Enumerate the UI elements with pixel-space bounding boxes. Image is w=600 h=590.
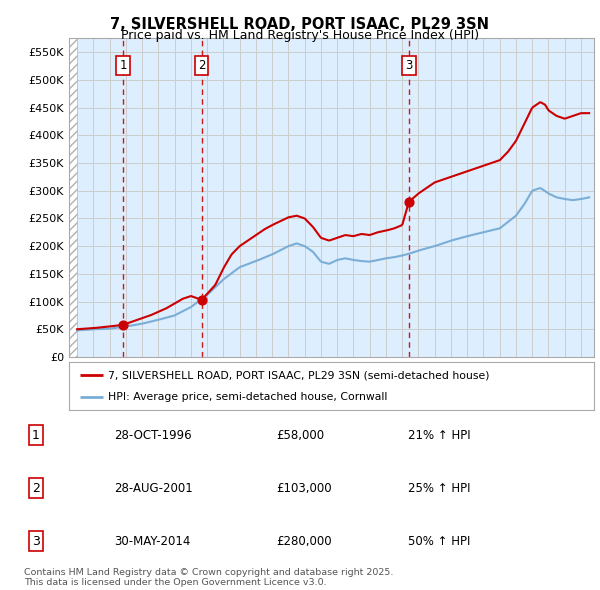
- Text: 21% ↑ HPI: 21% ↑ HPI: [408, 428, 470, 442]
- Text: 28-AUG-2001: 28-AUG-2001: [114, 481, 193, 495]
- Text: HPI: Average price, semi-detached house, Cornwall: HPI: Average price, semi-detached house,…: [109, 392, 388, 402]
- Text: 3: 3: [32, 535, 40, 548]
- Point: [118, 320, 128, 330]
- Text: 3: 3: [405, 59, 413, 72]
- Text: Price paid vs. HM Land Registry's House Price Index (HPI): Price paid vs. HM Land Registry's House …: [121, 30, 479, 42]
- Text: Contains HM Land Registry data © Crown copyright and database right 2025.
This d: Contains HM Land Registry data © Crown c…: [24, 568, 394, 587]
- Text: £103,000: £103,000: [276, 481, 332, 495]
- Text: 7, SILVERSHELL ROAD, PORT ISAAC, PL29 3SN (semi-detached house): 7, SILVERSHELL ROAD, PORT ISAAC, PL29 3S…: [109, 370, 490, 380]
- Text: 2: 2: [32, 481, 40, 495]
- Text: £58,000: £58,000: [276, 428, 324, 442]
- Point: [197, 295, 206, 304]
- Text: 1: 1: [119, 59, 127, 72]
- Text: £280,000: £280,000: [276, 535, 332, 548]
- Text: 28-OCT-1996: 28-OCT-1996: [114, 428, 191, 442]
- Text: 30-MAY-2014: 30-MAY-2014: [114, 535, 190, 548]
- Text: 2: 2: [198, 59, 205, 72]
- Point: [404, 197, 413, 206]
- Text: 50% ↑ HPI: 50% ↑ HPI: [408, 535, 470, 548]
- Text: 25% ↑ HPI: 25% ↑ HPI: [408, 481, 470, 495]
- Text: 7, SILVERSHELL ROAD, PORT ISAAC, PL29 3SN: 7, SILVERSHELL ROAD, PORT ISAAC, PL29 3S…: [110, 17, 490, 31]
- Text: 1: 1: [32, 428, 40, 442]
